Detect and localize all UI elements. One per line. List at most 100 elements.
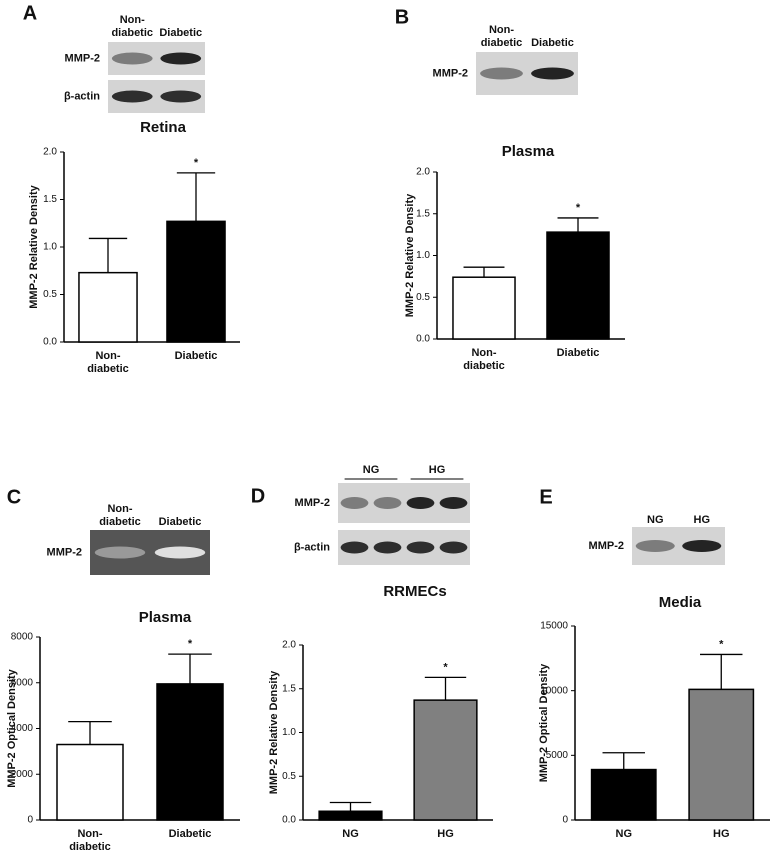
lane-label: Diabetic (531, 37, 574, 49)
blot-band (480, 67, 523, 80)
y-tick-label: 0.5 (416, 292, 430, 303)
significance-mark: * (443, 661, 448, 673)
bar (166, 220, 226, 343)
x-tick-label: Diabetic (557, 347, 600, 359)
chart-title: Media (659, 594, 702, 611)
y-tick-label: 2.0 (416, 167, 430, 178)
blot-band (531, 67, 574, 80)
panel-letter: B (395, 6, 409, 28)
blot-band (340, 541, 369, 554)
panel-letter: D (251, 485, 265, 507)
significance-mark: * (194, 157, 199, 169)
y-tick-label: 2.0 (43, 147, 57, 158)
lane-label: Non-diabetic (99, 503, 141, 528)
panel-letter: A (23, 2, 37, 24)
blot-band (373, 541, 402, 554)
y-tick-label: 1.5 (416, 208, 430, 219)
blot-row-label: MMP-2 (47, 546, 82, 558)
chart-title: Retina (140, 119, 187, 136)
blot-row-label: MMP-2 (589, 540, 624, 552)
blot-band (635, 540, 675, 552)
significance-mark: * (719, 638, 724, 650)
x-tick-label: Non-diabetic (87, 350, 129, 375)
blot-row-label: β-actin (64, 90, 100, 102)
y-tick-label: 1.5 (43, 194, 57, 205)
y-axis-label: MMP-2 Optical Density (538, 663, 550, 782)
blot-band (154, 546, 206, 559)
blot-band (111, 90, 153, 103)
y-tick-label: 0.5 (282, 771, 296, 782)
y-tick-label: 0.0 (416, 334, 430, 345)
lane-label: Diabetic (159, 27, 202, 39)
blot-band (406, 497, 435, 509)
blot-band (682, 540, 722, 552)
blot-band (406, 541, 435, 554)
blot-band (94, 546, 146, 559)
blot-band (439, 541, 468, 554)
bar (318, 810, 383, 821)
y-tick-label: 1.0 (416, 250, 430, 261)
y-tick-label: 15000 (540, 621, 568, 632)
bar (452, 276, 516, 340)
x-tick-label: NG (342, 828, 359, 840)
chart-title: Plasma (139, 609, 192, 626)
bar (546, 231, 610, 340)
y-tick-label: 0 (562, 815, 568, 826)
blot-row-label: MMP-2 (295, 497, 330, 509)
y-tick-label: 10000 (540, 685, 568, 696)
y-tick-label: 0 (27, 815, 33, 826)
significance-mark: * (576, 202, 581, 214)
bar (688, 688, 755, 821)
y-tick-label: 4000 (11, 723, 34, 734)
panel-letter: E (539, 486, 552, 508)
y-tick-label: 1.0 (282, 727, 296, 738)
y-axis-label: MMP-2 Relative Density (268, 670, 280, 794)
chart-title: RRMECs (383, 583, 446, 600)
lane-label: NG (647, 514, 664, 526)
y-axis-label: MMP-2 Relative Density (404, 193, 416, 317)
y-tick-label: 5000 (546, 750, 569, 761)
lane-label: HG (694, 514, 711, 526)
lane-label: Non-diabetic (481, 24, 523, 49)
bar (156, 683, 224, 821)
x-tick-label: HG (713, 828, 730, 840)
blot-band (160, 90, 202, 103)
lane-label: Non-diabetic (111, 14, 153, 39)
x-tick-label: Non-diabetic (463, 347, 505, 372)
lane-label: NG (363, 464, 380, 476)
x-tick-label: HG (437, 828, 454, 840)
lane-label: Diabetic (159, 516, 202, 528)
y-axis-label: MMP-2 Relative Density (28, 184, 40, 308)
chart-title: Plasma (502, 143, 555, 160)
x-tick-label: NG (616, 828, 633, 840)
bar (413, 699, 478, 821)
y-tick-label: 0.5 (43, 289, 57, 300)
x-tick-label: Diabetic (169, 828, 212, 840)
blot-row-label: β-actin (294, 541, 330, 553)
y-tick-label: 8000 (11, 632, 34, 643)
blot-band (439, 497, 468, 509)
bar (78, 271, 138, 343)
y-tick-label: 0.0 (282, 815, 296, 826)
x-tick-label: Non-diabetic (69, 828, 111, 852)
blot-band (373, 497, 402, 509)
blot-band (340, 497, 369, 509)
x-tick-label: Diabetic (175, 350, 218, 362)
blot-row-label: MMP-2 (433, 67, 468, 79)
blot-band (111, 52, 153, 65)
y-tick-label: 2.0 (282, 640, 296, 651)
blot-row-label: MMP-2 (65, 52, 100, 64)
y-tick-label: 1.0 (43, 242, 57, 253)
significance-mark: * (188, 638, 193, 650)
y-axis-label: MMP-2 Optical Density (6, 668, 18, 787)
blot-band (160, 52, 202, 65)
bar (56, 743, 124, 821)
y-tick-label: 1.5 (282, 683, 296, 694)
y-tick-label: 0.0 (43, 337, 57, 348)
y-tick-label: 6000 (11, 677, 34, 688)
panel-letter: C (7, 486, 21, 508)
lane-label: HG (429, 464, 446, 476)
y-tick-label: 2000 (11, 769, 34, 780)
bar (590, 768, 657, 821)
